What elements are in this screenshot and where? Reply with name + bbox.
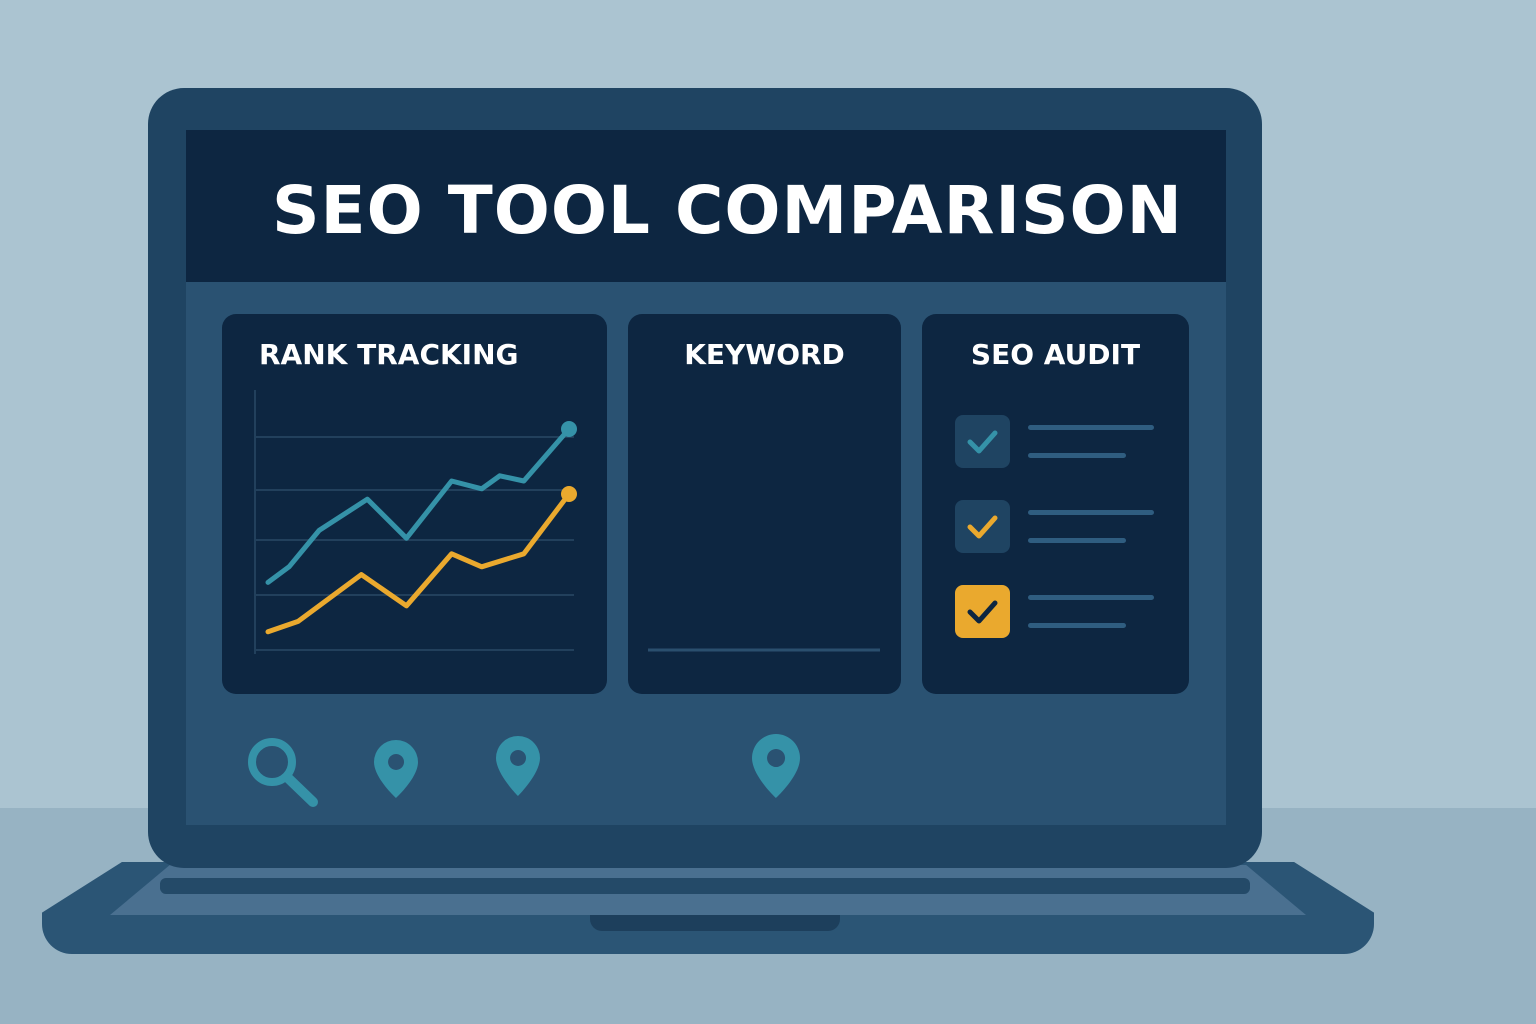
map-pin-icon [752, 734, 800, 798]
card-title: KEYWORD [684, 338, 845, 371]
card-keyword[interactable]: KEYWORD [628, 314, 901, 694]
series-line-1 [265, 491, 572, 635]
map-pin-icon [374, 740, 418, 798]
check-icon [967, 430, 998, 454]
series-line-0 [265, 426, 572, 585]
audit-line [1028, 623, 1126, 628]
series-endpoint-1 [561, 486, 577, 502]
audit-line [1028, 595, 1154, 600]
laptop-screen: SEO TOOL COMPARISON RANK TRACKING KEYWOR… [186, 130, 1226, 825]
search-icon [248, 738, 318, 807]
trackpad-notch [590, 915, 840, 931]
header: SEO TOOL COMPARISON [186, 130, 1226, 282]
check-icon [967, 600, 998, 624]
audit-checkbox[interactable] [955, 585, 1010, 638]
keyboard-slot [160, 878, 1250, 894]
audit-line [1028, 510, 1154, 515]
audit-line [1028, 453, 1126, 458]
audit-checkbox[interactable] [955, 500, 1010, 553]
keyword-bar-chart [648, 648, 880, 652]
card-rank-tracking[interactable]: RANK TRACKING [222, 314, 607, 694]
card-title: RANK TRACKING [259, 338, 519, 371]
card-title: SEO AUDIT [970, 338, 1141, 371]
audit-line [1028, 425, 1154, 430]
check-icon [967, 515, 998, 539]
card-seo-audit[interactable]: SEO AUDIT [922, 314, 1189, 694]
audit-checkbox[interactable] [955, 415, 1010, 468]
page-title: SEO TOOL COMPARISON [272, 172, 1183, 249]
audit-line [1028, 538, 1126, 543]
rank-line-chart [254, 390, 577, 654]
map-pin-icon [496, 736, 540, 796]
series-endpoint-0 [561, 421, 577, 437]
